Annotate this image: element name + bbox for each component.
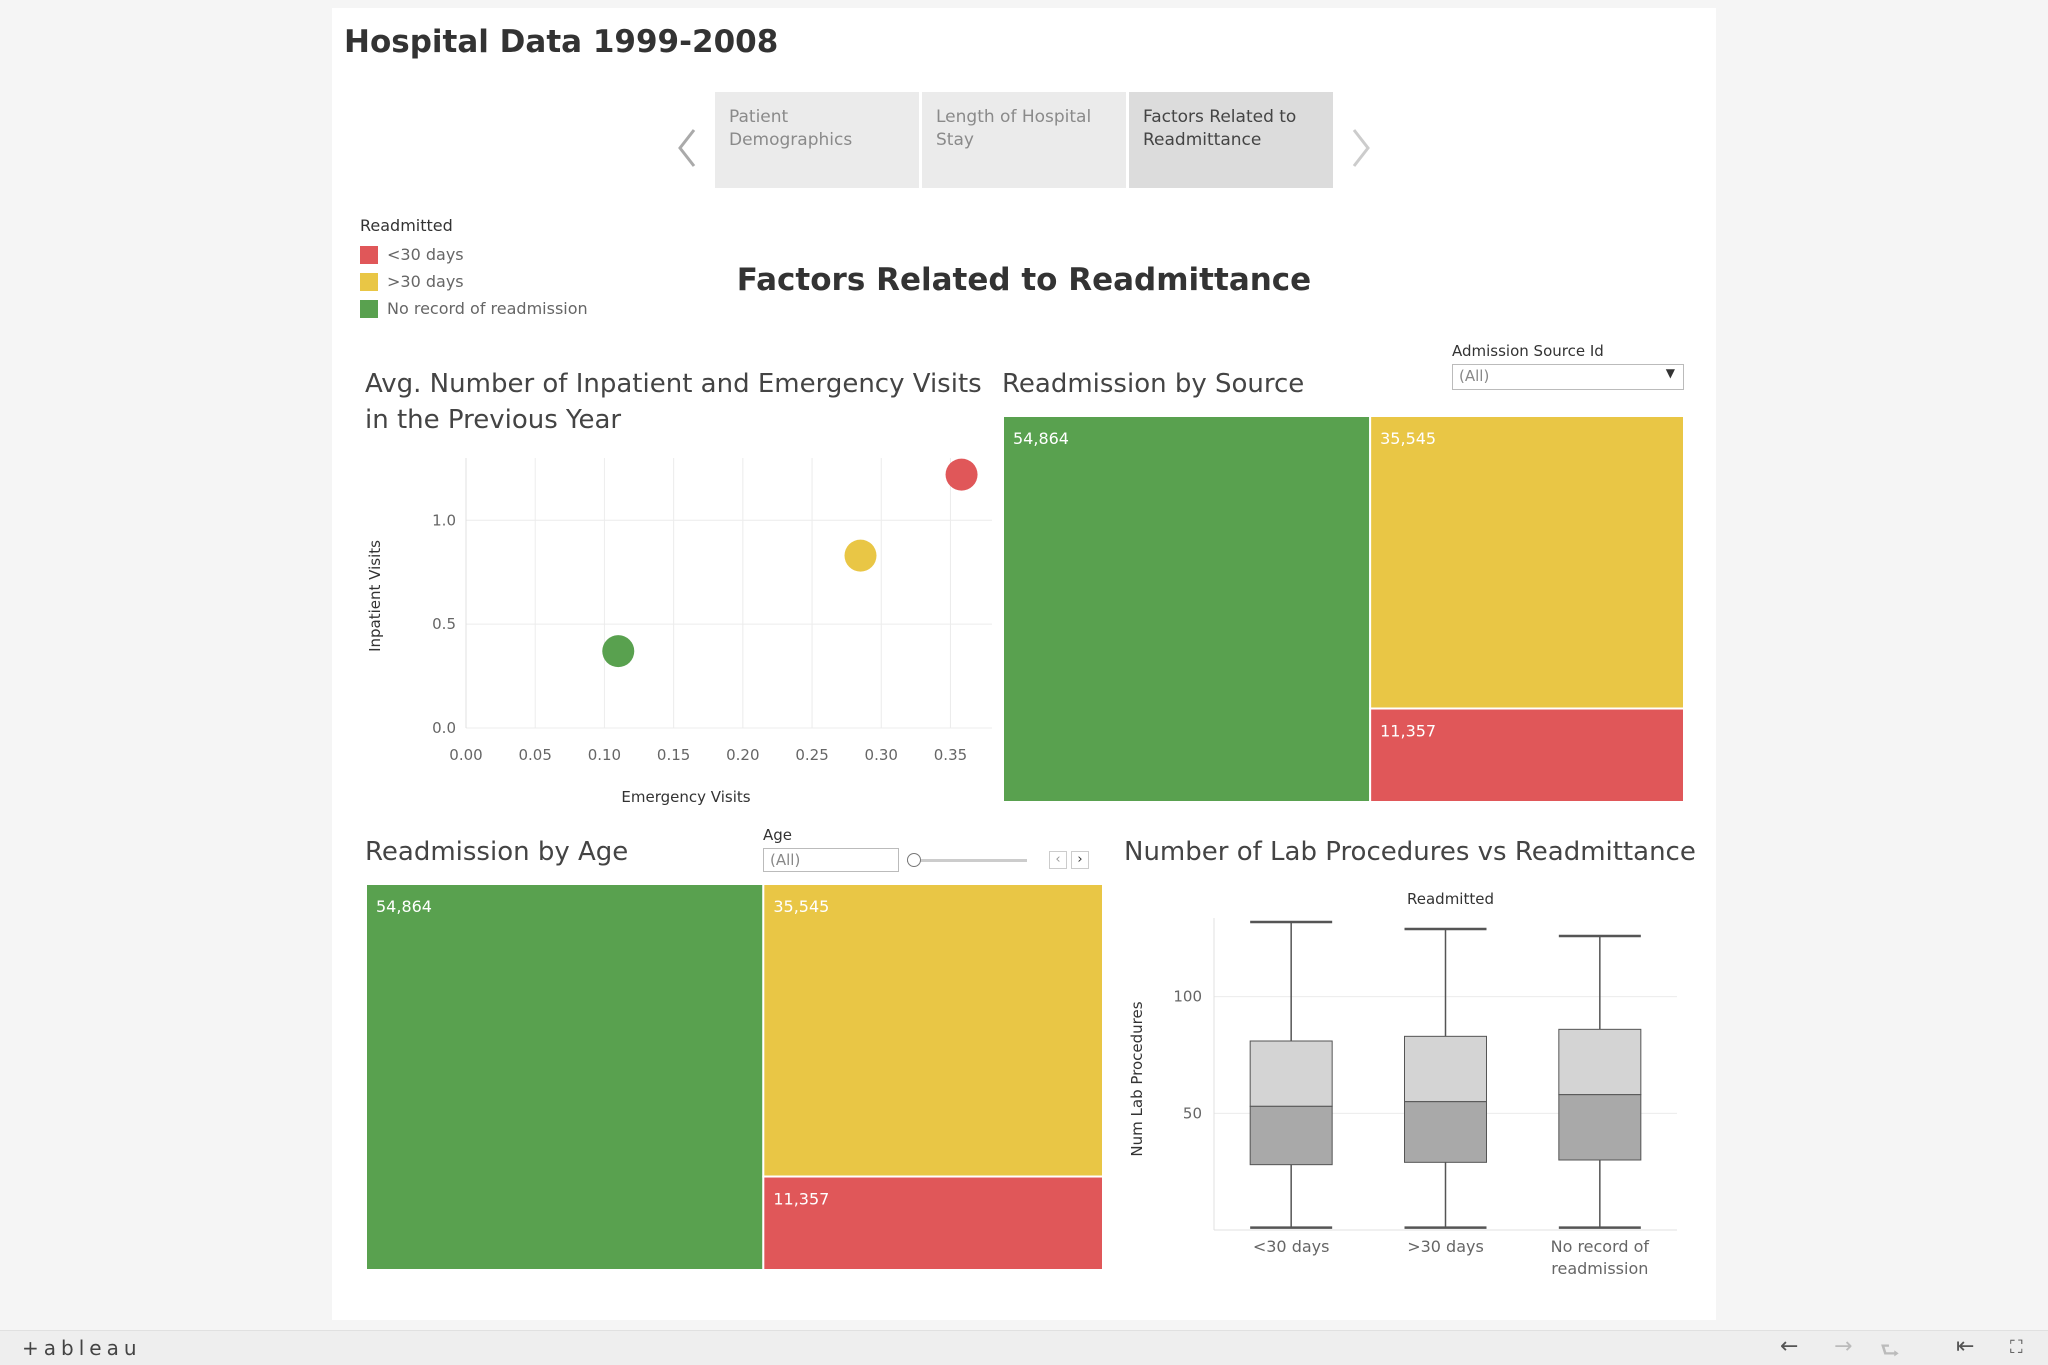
age-filter-value: (All) xyxy=(770,851,801,869)
age-filter-input[interactable]: (All) xyxy=(763,848,899,872)
scatter-point[interactable] xyxy=(945,458,978,491)
scatter-point[interactable] xyxy=(602,635,635,668)
boxplot-upper-box[interactable] xyxy=(1249,1040,1333,1107)
undo-icon[interactable]: ← xyxy=(1780,1334,1799,1359)
dropdown-caret-icon: ▼ xyxy=(1665,366,1675,380)
treemap-cell[interactable] xyxy=(1369,416,1684,710)
x-tick-label: 0.30 xyxy=(865,746,898,764)
age-slider-handle[interactable] xyxy=(907,853,921,867)
legend-swatch xyxy=(360,299,378,318)
y-tick-label: 0.0 xyxy=(432,719,456,737)
dashboard: Hospital Data 1999-2008 Patient Demograp… xyxy=(332,8,1716,1320)
x-tick-label: readmission xyxy=(1551,1259,1648,1278)
scatter-chart: 0.00 0.05 0.10 0.15 0.20 0.25 0.30 0.35 0.0 0.5 1.… xyxy=(366,458,992,806)
legend-swatch xyxy=(360,245,378,264)
story-next-arrow-icon[interactable] xyxy=(1342,118,1376,178)
tableau-logo[interactable]: +ableau xyxy=(22,1336,142,1360)
scatter-title: Avg. Number of Inpatient and Emergency V… xyxy=(365,369,982,435)
x-axis-label: Emergency Visits xyxy=(621,788,750,806)
revert-icon[interactable]: ⮑ xyxy=(1880,1339,1900,1364)
treemap-cell-label: 54,864 xyxy=(1013,429,1069,448)
age-treemap-title: Readmission by Age xyxy=(365,837,629,867)
x-tick-label: >30 days xyxy=(1407,1237,1484,1256)
lab-boxplot-chart: Readmitted 50 100 Num Lab Procedures <30 day… xyxy=(1128,890,1677,1278)
x-tick-label: 0.20 xyxy=(726,746,759,764)
age-prev-button[interactable]: ‹ xyxy=(1049,851,1067,869)
legend-item-label: No record of readmission xyxy=(387,299,588,318)
y-tick-label: 100 xyxy=(1173,988,1202,1006)
redo-icon[interactable]: → xyxy=(1834,1334,1853,1359)
treemap-cell-label: 11,357 xyxy=(773,1190,829,1209)
x-tick-label: 0.25 xyxy=(795,746,828,764)
legend-item-lt30[interactable]: <30 days xyxy=(360,241,588,268)
legend-item-no-record[interactable]: No record of readmission xyxy=(360,295,588,322)
y-axis-label: Inpatient Visits xyxy=(366,540,384,652)
treemap-cell[interactable] xyxy=(762,884,1103,1178)
x-tick-label: <30 days xyxy=(1253,1237,1330,1256)
legend-title: Readmitted xyxy=(360,216,453,235)
story-tab-patient-demographics[interactable]: Patient Demographics xyxy=(715,92,919,188)
boxplot-upper-box[interactable] xyxy=(1558,1028,1642,1096)
y-axis-label: Num Lab Procedures xyxy=(1128,1001,1146,1156)
dashboard-title: Hospital Data 1999-2008 xyxy=(344,24,779,60)
lab-boxplot-title: Number of Lab Procedures vs Readmittance xyxy=(1124,837,1696,867)
treemap-cell[interactable] xyxy=(1369,707,1684,802)
age-slider-track[interactable] xyxy=(907,859,1027,862)
y-tick-label: 50 xyxy=(1183,1104,1202,1122)
readmitted-legend: Readmitted <30 days >30 days No record o… xyxy=(360,216,588,322)
boxplot-lower-box[interactable] xyxy=(1404,1101,1487,1163)
source-treemap: 54,864 35,545 11,357 xyxy=(1003,416,1684,802)
y-tick-label: 0.5 xyxy=(432,615,456,633)
x-tick-label: 0.35 xyxy=(934,746,967,764)
story-prev-arrow-icon[interactable] xyxy=(672,118,706,178)
y-tick-label: 1.0 xyxy=(432,511,456,529)
age-next-button[interactable]: › xyxy=(1071,851,1089,869)
x-tick-label: 0.05 xyxy=(519,746,552,764)
story-tab-factors-readmittance[interactable]: Factors Related to Readmittance xyxy=(1129,92,1333,188)
treemap-cell[interactable] xyxy=(1003,416,1372,802)
fullscreen-icon[interactable]: ⛶ xyxy=(2010,1337,2023,1358)
age-treemap: 54,864 35,545 11,357 xyxy=(366,884,1103,1270)
story-tab-length-of-stay[interactable]: Length of Hospital Stay xyxy=(922,92,1126,188)
treemap-cell-label: 54,864 xyxy=(376,897,432,916)
admission-source-dropdown-value: (All) xyxy=(1459,367,1490,385)
x-tick-label: No record of xyxy=(1551,1237,1650,1256)
scatter-point[interactable] xyxy=(844,539,877,572)
boxplot-header: Readmitted xyxy=(1407,890,1494,908)
age-filter-label: Age xyxy=(763,826,793,844)
legend-item-label: >30 days xyxy=(387,272,464,291)
boxplot-lower-box[interactable] xyxy=(1558,1094,1642,1161)
x-tick-label: 0.15 xyxy=(657,746,690,764)
treemap-cell-label: 11,357 xyxy=(1380,722,1436,741)
treemap-cell[interactable] xyxy=(762,1175,1103,1270)
treemap-cell[interactable] xyxy=(366,884,765,1270)
footer-bar: +ableau ← → ⮑ ⇤ ⛶ xyxy=(0,1330,2048,1365)
admission-source-filter-label: Admission Source Id xyxy=(1452,342,1604,360)
x-tick-label: 0.00 xyxy=(449,746,482,764)
source-treemap-title: Readmission by Source xyxy=(1002,369,1305,399)
reset-icon[interactable]: ⇤ xyxy=(1956,1334,1975,1359)
treemap-cell-label: 35,545 xyxy=(1380,429,1436,448)
boxplot-lower-box[interactable] xyxy=(1249,1105,1333,1166)
boxplot-upper-box[interactable] xyxy=(1404,1035,1487,1103)
admission-source-dropdown[interactable]: (All) ▼ xyxy=(1452,364,1684,390)
legend-swatch xyxy=(360,272,378,291)
legend-item-label: <30 days xyxy=(387,245,464,264)
x-tick-label: 0.10 xyxy=(588,746,621,764)
legend-item-gt30[interactable]: >30 days xyxy=(360,268,588,295)
treemap-cell-label: 35,545 xyxy=(773,897,829,916)
main-title: Factors Related to Readmittance xyxy=(736,262,1312,298)
